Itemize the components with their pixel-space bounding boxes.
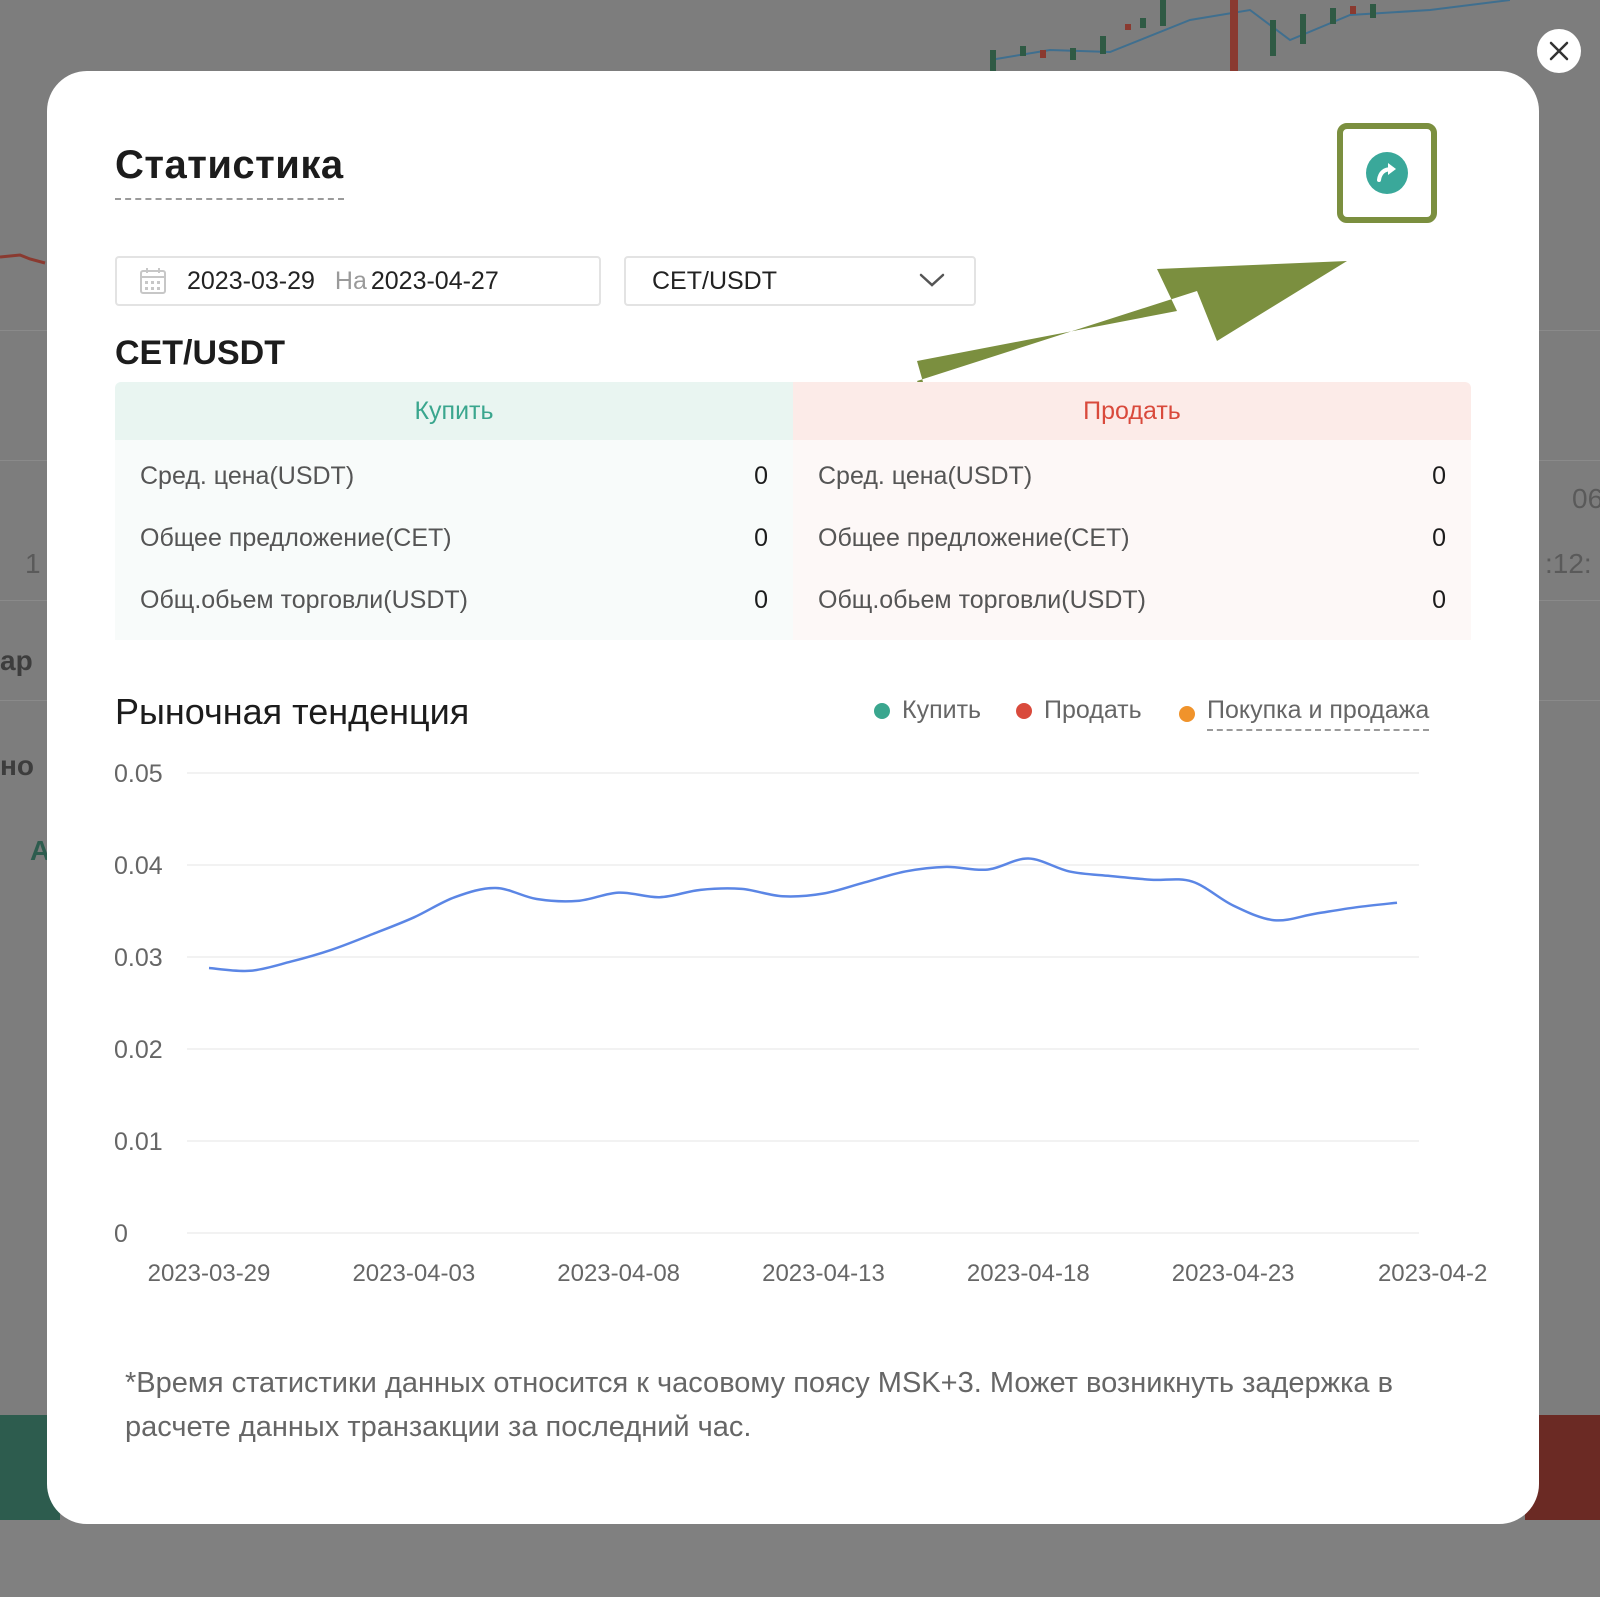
y-tick-label: 0.04 [114,852,163,880]
date-separator: На [334,266,367,295]
stat-value: 0 [1432,461,1446,490]
stat-row: Общее предложение(CET) 0 [818,518,1446,558]
background-footer [0,1520,1600,1597]
y-tick-label: 0.03 [114,944,163,972]
date-range-picker[interactable]: 2023-03-29 На 2023-04-27 [115,256,601,306]
legend-item-sell[interactable]: Продать [1016,696,1142,725]
dialog-title: Статистика [115,143,344,200]
market-trend-chart: 0.05 0.04 0.03 0.02 0.01 0 2023-03-29 2023-04-0… [114,760,1487,1287]
pair-select[interactable]: CET/USDT [624,256,976,306]
stat-label: Общ.обьем торговли(USDT) [818,585,1146,614]
series-line [208,857,1398,973]
background-label: А [30,835,51,866]
legend-item-both[interactable]: Покупка и продажа [1179,696,1430,731]
calendar-icon [140,268,166,294]
stat-value: 0 [1432,585,1446,614]
stat-row: Сред. цена(USDT) 0 [140,456,768,496]
footnote: *Время статистики данных относится к час… [125,1367,1393,1443]
stat-row: Сред. цена(USDT) 0 [818,456,1446,496]
close-button[interactable] [1537,29,1581,73]
background-label: но [0,750,35,781]
legend-label: Купить [902,696,982,724]
trend-title: Рыночная тенденция [115,691,470,732]
background-label: 1 [25,548,41,579]
buy-stats-panel: Сред. цена(USDT) 0 Общее предложение(CET… [115,440,793,640]
start-date[interactable]: 2023-03-29 [187,266,315,295]
background-label: ар [0,645,33,676]
x-tick-label: 2023-03-29 [148,1260,271,1287]
legend-dot [1016,702,1032,719]
stat-label: Сред. цена(USDT) [818,461,1033,490]
stat-value: 0 [754,585,768,614]
close-icon [1549,41,1569,61]
legend-dot [874,702,890,719]
x-tick-label: 2023-04-13 [762,1260,885,1287]
tab-sell[interactable]: Продать [793,382,1471,440]
background-label: :12: [1545,548,1592,579]
stat-value: 0 [754,523,768,552]
chevron-down-icon [919,273,945,287]
x-tick-label: 2023-04-18 [967,1260,1090,1287]
share-arrow-icon [1366,152,1408,194]
sell-stats-panel: Сред. цена(USDT) 0 Общее предложение(CET… [793,440,1471,640]
stat-label: Общее предложение(CET) [140,523,452,552]
stat-row: Общее предложение(CET) 0 [140,518,768,558]
stat-label: Сред. цена(USDT) [140,461,355,490]
stat-label: Общее предложение(CET) [818,523,1130,552]
background-label: 06 [1572,483,1600,514]
end-date[interactable]: 2023-04-27 [370,266,499,295]
legend-label: Продать [1044,696,1142,724]
x-tick-label: 2023-04-23 [1172,1260,1295,1287]
legend-item-buy[interactable]: Купить [874,696,981,725]
legend-label: Покупка и продажа [1207,696,1430,731]
x-tick-label: 2023-04-03 [352,1260,475,1287]
x-tick-label: 2023-04-2 [1378,1260,1487,1287]
y-tick-label: 0.02 [114,1036,163,1064]
tab-buy[interactable]: Купить [115,382,793,440]
stat-value: 0 [1432,523,1446,552]
background-chart-fragment [0,253,46,265]
stat-row: Общ.обьем торговли(USDT) 0 [818,580,1446,620]
pair-heading: CET/USDT [115,334,285,372]
stat-row: Общ.обьем торговли(USDT) 0 [140,580,768,620]
share-button[interactable] [1337,123,1437,223]
stat-value: 0 [754,461,768,490]
statistics-dialog: Статистика 2023-03-29 На 2023-04-27 CET/… [47,71,1539,1524]
y-tick-label: 0.05 [114,760,163,788]
x-tick-label: 2023-04-08 [557,1260,680,1287]
stat-label: Общ.обьем торговли(USDT) [140,585,468,614]
legend-dot [1179,705,1195,722]
y-tick-label: 0.01 [114,1128,163,1156]
y-tick-label: 0 [114,1220,128,1248]
pair-select-value: CET/USDT [652,266,777,295]
background-candlestick-chart [990,0,1510,72]
